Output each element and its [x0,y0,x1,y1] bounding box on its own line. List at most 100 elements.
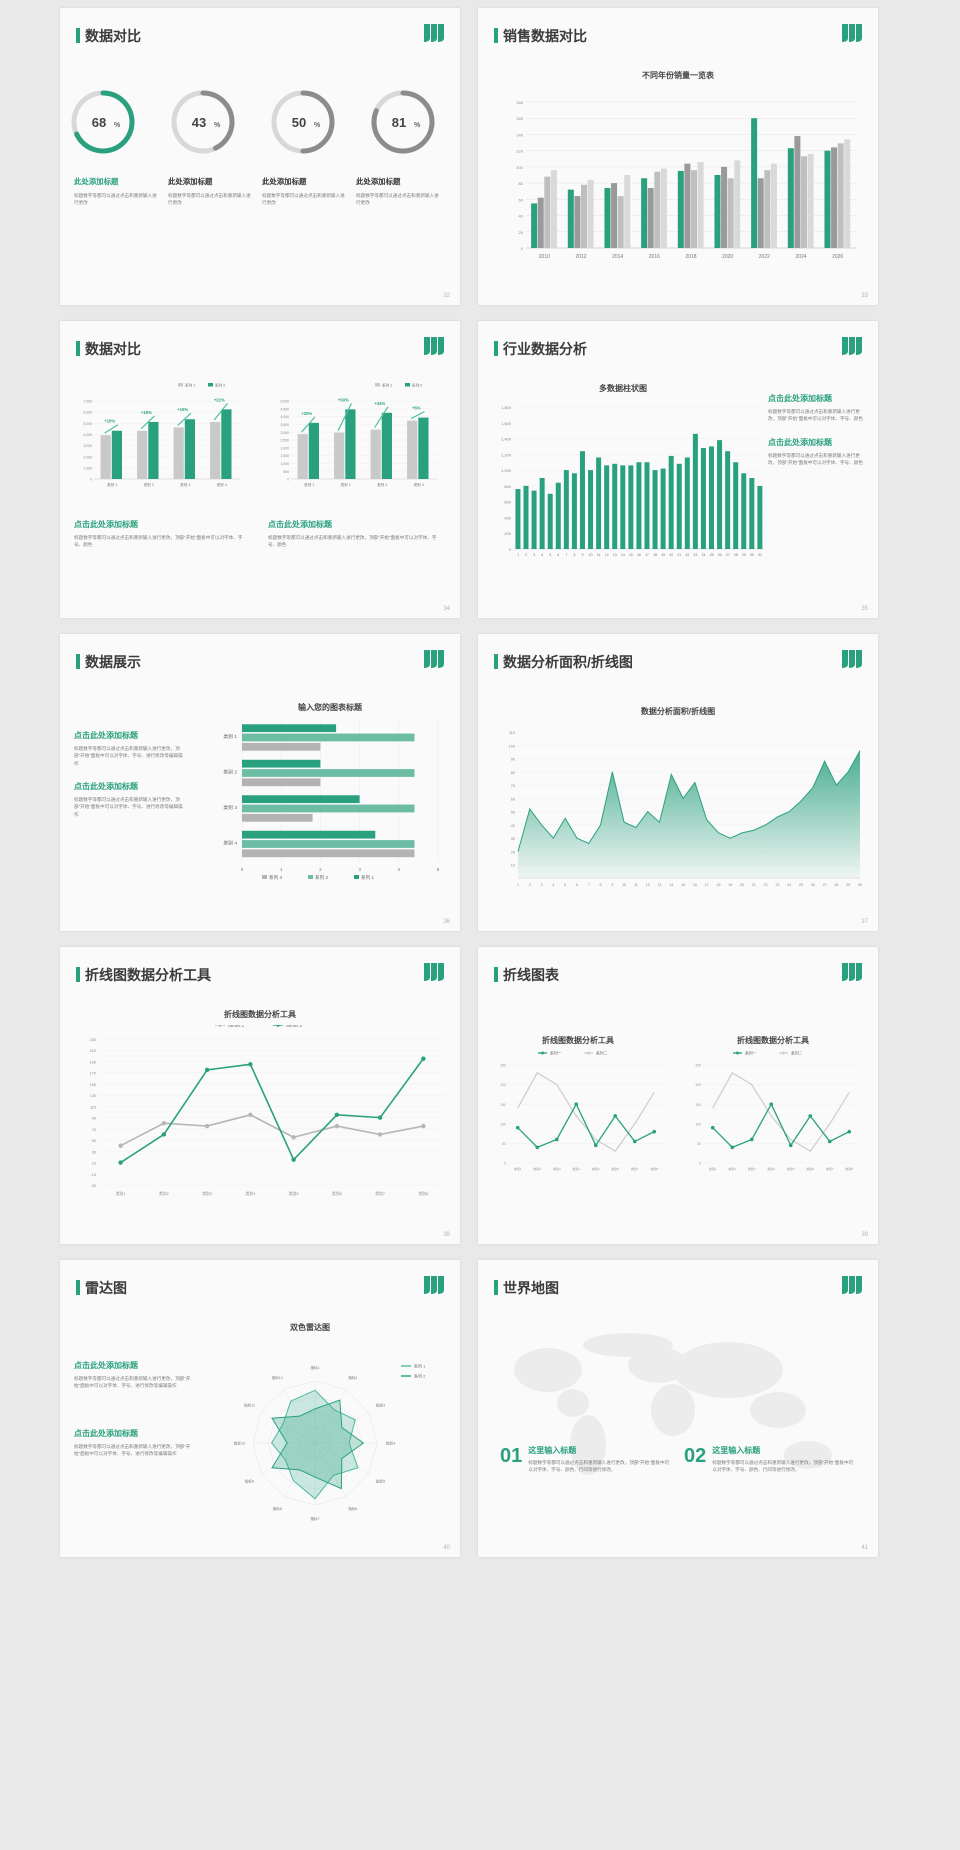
svg-text:类别5: 类别5 [592,1166,600,1171]
chart-title: 不同年份销量一览表 [642,71,714,80]
svg-text:系列 2: 系列 2 [414,1373,426,1379]
svg-text:系列 3: 系列 3 [269,874,282,881]
svg-text:类别 1: 类别 1 [223,733,237,740]
svg-text:2024: 2024 [795,254,806,260]
page-title: 销售数据对比 [494,26,587,46]
brand-logo-icon [424,24,444,42]
svg-text:+5%: +5% [412,406,421,411]
svg-text:200: 200 [500,1083,506,1087]
svg-text:类别2: 类别2 [728,1166,736,1171]
svg-text:17: 17 [705,883,709,887]
svg-text:11: 11 [597,553,601,557]
brand-logo-icon [842,24,862,42]
svg-text:类别7: 类别7 [375,1191,385,1196]
caption-heading: 此处添加标题 [74,177,119,186]
svg-text:类别2: 类别2 [533,1166,541,1171]
svg-text:60: 60 [519,197,524,202]
svg-text:类别3: 类别3 [202,1191,212,1196]
svg-text:+16%: +16% [177,407,188,412]
svg-text:0: 0 [504,1162,506,1166]
svg-text:100: 100 [509,744,515,748]
svg-text:25: 25 [710,553,714,557]
svg-text:10: 10 [92,1162,96,1166]
slide-line-charts: 折线图表 折线图数据分析工具 250 200 150 100 50 0 类别1 类别2 类别3 类… [478,947,878,1244]
svg-text:12: 12 [605,553,609,557]
svg-text:26: 26 [811,883,815,887]
brand-logo-icon [424,337,444,355]
svg-text:+50%: +50% [338,397,349,402]
donut-row: 68 % 43 % 50 % [60,86,460,158]
donut-value: 81 [392,115,406,130]
svg-text:3: 3 [541,883,543,887]
svg-text:100: 100 [695,1122,701,1126]
svg-text:6,000: 6,000 [84,411,93,415]
svg-text:+10%: +10% [104,419,115,424]
svg-text:2012: 2012 [575,254,586,260]
svg-text:800: 800 [504,484,511,489]
slide-radar: 雷达图 点击此处添加标题 标题数字等都可以通过点击和重新输入进行更改，顶部“开始… [60,1260,460,1557]
caption-heading: 此处添加标题 [168,177,213,186]
page-title: 行业数据分析 [494,339,587,359]
svg-text:500: 500 [283,470,289,474]
donut-68: 68 % [67,86,153,158]
svg-text:1,000: 1,000 [501,468,512,473]
svg-text:类别 2: 类别 2 [144,482,154,487]
svg-text:3,000: 3,000 [84,444,93,448]
page-number: 33 [861,293,868,299]
item-number: 01 [500,1445,523,1467]
svg-text:250: 250 [695,1064,701,1068]
block-heading: 点击此处添加标题 [74,1429,138,1438]
svg-text:40: 40 [519,214,524,219]
svg-text:类别 3: 类别 3 [377,482,387,487]
slide-data-display: 数据展示 点击此处添加标题 标题数字等都可以通过点击和重新输入进行更改，顶部“开… [60,634,460,931]
svg-text:50: 50 [511,811,515,815]
svg-text:类别4: 类别4 [572,1166,580,1171]
svg-text:+25%: +25% [301,411,312,416]
svg-text:15: 15 [629,553,633,557]
block-heading: 点击此处添加标题 [74,520,138,529]
svg-text:指标12: 指标12 [272,1375,283,1380]
block-heading: 点击此处添加标题 [74,1361,138,1370]
page-number: 37 [861,919,868,925]
svg-text:80: 80 [519,181,524,186]
svg-text:24: 24 [702,553,706,557]
svg-text:16: 16 [637,553,641,557]
svg-text:系列3: 系列3 [698,88,710,89]
svg-text:0: 0 [287,478,289,482]
svg-text:5: 5 [564,883,566,887]
caption-text: 标题数字等都可以通过点击和重新输入进行更改 [356,193,439,206]
growth-chart-left: 7,000 6,000 5,000 4,000 3,000 2,000 1,000 0 +10%… [84,383,240,487]
svg-text:11: 11 [634,883,638,887]
svg-text:系列 2: 系列 2 [215,383,225,388]
page-title: 折线图表 [494,965,559,985]
svg-text:2026: 2026 [832,254,843,260]
svg-text:210: 210 [90,1049,96,1053]
svg-text:50: 50 [697,1142,701,1146]
svg-text:类别6: 类别6 [806,1166,814,1171]
brand-logo-icon [424,650,444,668]
svg-text:250: 250 [500,1064,506,1068]
caption-text: 标题数字等都可以通过点击和重新输入进行更改 [74,193,157,206]
block-text: 标题数字等都可以通过点击和重新输入进行更改，顶部“开始”面板中可以对字体、字号、… [768,409,863,422]
slide-sales-comparison: 销售数据对比 不同年份销量一览表 0 20 40 60 80 100 120 140 160 18… [478,8,878,305]
caption-heading: 此处添加标题 [356,177,401,186]
slide-line-tool: 折线图数据分析工具 折线图数据分析工具 230 210 190 170 150 130 11… [60,947,460,1244]
page-number: 32 [443,293,450,299]
page-number: 41 [861,1545,868,1551]
svg-text:类别5: 类别5 [289,1191,299,1196]
block-heading: 点击此处添加标题 [768,437,832,447]
svg-text:系列1: 系列1 [618,88,630,89]
svg-text:100: 100 [500,1122,506,1126]
svg-text:17: 17 [645,553,649,557]
svg-text:类别8: 类别8 [845,1166,853,1171]
svg-text:20: 20 [511,850,515,854]
svg-text:13: 13 [613,553,617,557]
svg-text:13: 13 [658,883,662,887]
map-item-2: 02 这里输入标题 标题数字等都可以通过点击和重新输入进行更改，顶部“开始”面板… [684,1445,854,1474]
svg-text:1: 1 [517,883,519,887]
svg-text:类别 4: 类别 4 [223,839,237,846]
brand-logo-icon [842,337,862,355]
svg-text:系列 1: 系列 1 [361,874,374,881]
caption-col-4: 此处添加标题 标题数字等都可以通过点击和重新输入进行更改 [356,176,442,207]
svg-text:190: 190 [90,1060,96,1064]
